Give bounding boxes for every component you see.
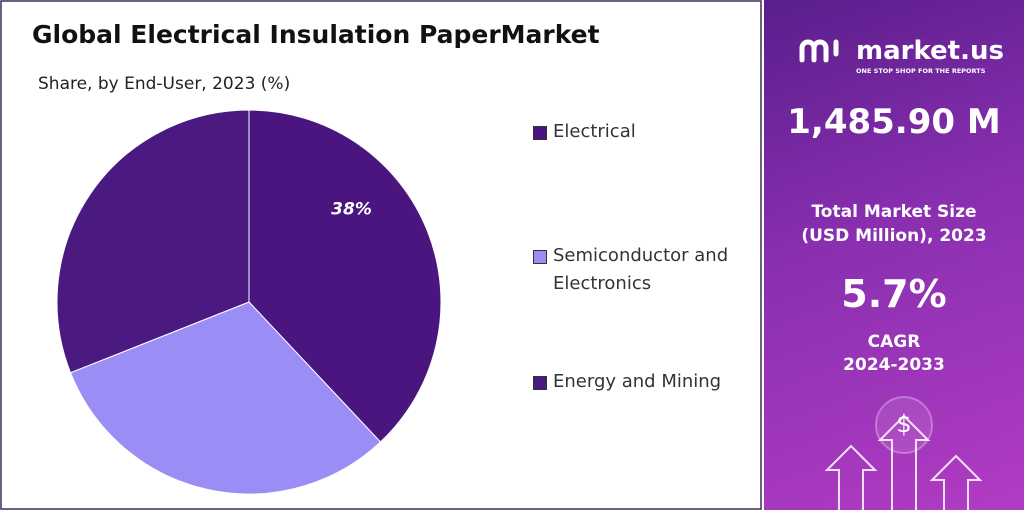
pie-slice [248,109,442,443]
tagline: ONE STOP SHOP FOR THE REPORTS [856,67,986,75]
legend-item: Semiconductor and Electronics [533,242,733,298]
market-size-unit: (USD Million), 2023 [801,226,987,246]
cagr-period: 2024-2033 [843,355,945,375]
chart-title: Global Electrical Insulation PaperMarket [32,20,600,49]
cagr: 5.7% [841,272,947,316]
legend-label: Energy and Mining [553,371,722,392]
pie-slice [56,109,250,374]
chart: Global Electrical Insulation PaperMarket… [0,0,762,510]
side-panel: $ market.us ONE STOP SHOP FOR THE REPORT… [764,0,1024,510]
legend-item: Electrical [533,118,733,146]
arrows [824,396,983,510]
cagr-label: CAGR [867,332,921,352]
brand: market.us [856,36,1004,66]
legend-swatch [533,376,547,390]
legend-label: Semiconductor and Electronics [553,245,729,294]
dollar-icon: $ [896,410,911,438]
data-label: 38% [331,199,372,219]
legend-item: Energy and Mining [533,368,733,396]
legend-swatch [533,126,547,140]
logo [799,39,839,63]
market-size-label: Total Market Size [811,202,977,222]
pie-slice [69,301,382,495]
legend-swatch [533,250,547,264]
market-size: 1,485.90 M [787,102,1001,142]
chart-subtitle: Share, by End-User, 2023 (%) [38,74,290,94]
decoration: $ [799,39,983,510]
legend-label: Electrical [553,121,636,142]
